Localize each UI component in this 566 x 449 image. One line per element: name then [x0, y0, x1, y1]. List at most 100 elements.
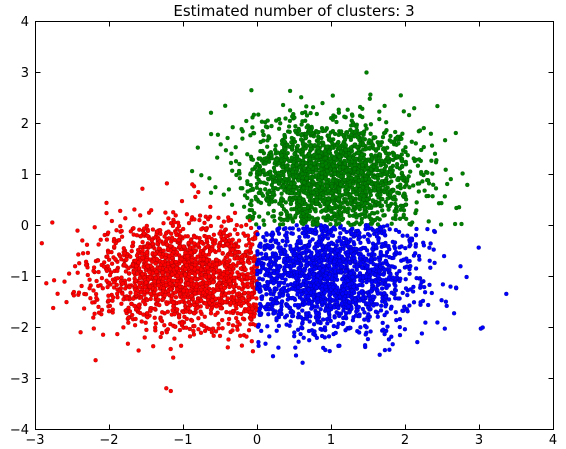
data-point: [221, 219, 227, 224]
data-point: [356, 294, 361, 299]
data-point: [431, 228, 437, 234]
data-point: [153, 261, 158, 266]
data-point: [413, 251, 418, 256]
data-point: [136, 303, 141, 308]
data-point: [87, 277, 92, 282]
data-point: [263, 307, 269, 312]
data-point: [391, 255, 396, 261]
data-point: [236, 301, 242, 307]
data-point: [304, 280, 309, 285]
data-point: [293, 345, 298, 350]
data-point: [414, 275, 419, 281]
data-point: [298, 262, 304, 267]
data-point: [293, 353, 299, 358]
data-point: [115, 295, 120, 300]
data-point: [369, 226, 374, 231]
data-point: [225, 270, 230, 275]
data-point: [200, 261, 205, 267]
data-point: [240, 296, 245, 301]
data-point: [390, 275, 396, 280]
data-point: [249, 198, 254, 203]
data-point: [439, 200, 444, 206]
data-point: [266, 312, 271, 317]
data-point: [308, 253, 313, 258]
data-point: [339, 301, 344, 306]
data-point: [167, 281, 173, 286]
data-point: [368, 306, 373, 312]
data-point: [270, 214, 275, 219]
data-point: [401, 212, 406, 218]
data-point: [213, 238, 218, 243]
data-point: [276, 283, 282, 288]
data-point: [239, 126, 244, 132]
data-point: [139, 251, 145, 256]
data-point: [359, 265, 365, 270]
data-point: [185, 254, 190, 259]
data-point: [220, 260, 225, 265]
data-point: [55, 291, 60, 296]
data-point: [187, 326, 192, 332]
data-point: [123, 216, 128, 221]
data-point: [168, 388, 173, 394]
data-point: [204, 280, 209, 285]
data-point: [106, 293, 111, 298]
data-point: [378, 264, 383, 269]
data-point: [256, 112, 261, 117]
data-point: [271, 281, 276, 286]
data-point: [100, 286, 105, 291]
data-point: [334, 119, 339, 125]
data-point: [343, 314, 348, 319]
data-point: [234, 222, 239, 228]
data-point: [179, 198, 185, 204]
data-point: [258, 187, 263, 192]
data-point: [157, 265, 163, 271]
data-point: [155, 297, 161, 302]
data-point: [117, 288, 122, 293]
data-point: [166, 216, 171, 221]
data-point: [129, 301, 134, 307]
data-point: [333, 330, 338, 336]
data-point: [154, 257, 160, 262]
data-point: [170, 272, 175, 277]
data-point: [330, 284, 336, 290]
data-point: [78, 330, 83, 335]
data-point: [346, 304, 351, 309]
data-point: [453, 285, 459, 290]
data-point: [199, 298, 204, 303]
data-point: [109, 261, 115, 266]
data-point: [304, 311, 310, 317]
data-point: [249, 291, 254, 297]
data-point: [293, 256, 299, 261]
data-point: [95, 258, 101, 263]
data-point: [116, 237, 122, 243]
data-point: [364, 325, 369, 330]
data-point: [300, 308, 305, 313]
data-point: [297, 234, 302, 240]
data-point: [202, 328, 208, 334]
data-point: [209, 247, 215, 252]
data-point: [343, 269, 348, 274]
data-point: [276, 170, 281, 176]
data-point: [262, 222, 267, 227]
data-point: [225, 254, 230, 259]
data-point: [397, 316, 403, 322]
data-point: [158, 231, 163, 237]
data-point: [399, 170, 405, 176]
data-point: [337, 186, 342, 192]
data-point: [274, 118, 279, 123]
data-point: [336, 132, 341, 138]
data-point: [394, 154, 400, 159]
data-point: [221, 192, 226, 197]
data-point: [314, 217, 320, 223]
data-point: [260, 148, 265, 154]
data-point: [176, 223, 182, 229]
data-point: [408, 169, 413, 174]
data-point: [251, 257, 256, 262]
data-point: [211, 289, 217, 294]
data-point: [308, 110, 313, 116]
data-point: [377, 116, 382, 122]
data-point: [137, 275, 143, 281]
data-point: [123, 286, 128, 291]
data-point: [369, 280, 374, 285]
data-point: [263, 124, 269, 129]
